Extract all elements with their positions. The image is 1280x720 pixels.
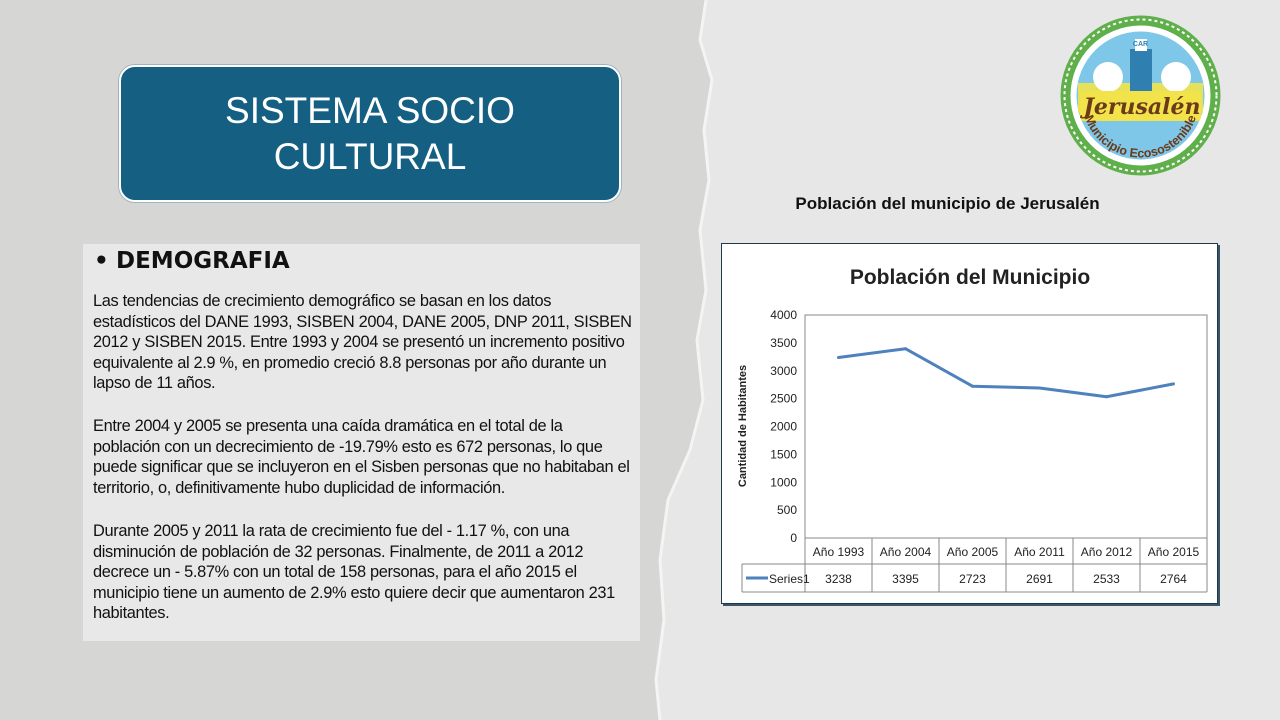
paragraph-2: Entre 2004 y 2005 se presenta una caída … bbox=[93, 417, 630, 497]
data-table-value: 2533 bbox=[1093, 572, 1120, 586]
data-point bbox=[971, 384, 974, 388]
y-tick-label: 2000 bbox=[770, 420, 797, 434]
chart-title: Población del Municipio bbox=[850, 266, 1090, 289]
bullet-marker: • bbox=[94, 248, 109, 274]
data-point bbox=[1038, 386, 1041, 390]
plot-area bbox=[804, 314, 1208, 539]
paragraph-1: Las tendencias de crecimiento demográfic… bbox=[93, 292, 632, 393]
title-line-1: SISTEMA SOCIO bbox=[225, 89, 515, 131]
logo-name: Jerusalén bbox=[1080, 94, 1201, 120]
municipality-logo: CAR Jerusalén Municipio Ecosostenible bbox=[1060, 15, 1221, 176]
slide-title-box: SISTEMA SOCIO CULTURAL bbox=[119, 65, 621, 202]
title-line-2: CULTURAL bbox=[273, 135, 467, 177]
y-axis-label: Cantidad de Habitantes bbox=[737, 365, 749, 487]
tree-icon-right bbox=[1161, 62, 1191, 92]
section-heading: • DEMOGRAFIA bbox=[94, 248, 290, 274]
y-tick-label: 500 bbox=[777, 503, 797, 517]
data-table-value: 3395 bbox=[892, 572, 919, 586]
data-point bbox=[904, 347, 907, 351]
y-tick-label: 1000 bbox=[770, 475, 797, 489]
data-table-value: 3238 bbox=[825, 572, 852, 586]
y-tick-label: 3500 bbox=[770, 336, 797, 350]
data-point bbox=[837, 355, 840, 359]
paragraph-3: Durante 2005 y 2011 la rata de crecimien… bbox=[93, 522, 615, 623]
x-category-label: Año 2004 bbox=[880, 545, 932, 559]
x-category-label: Año 1993 bbox=[813, 545, 865, 559]
heading-text: DEMOGRAFIA bbox=[116, 248, 290, 274]
series-line bbox=[838, 347, 1174, 399]
x-category-label: Año 2011 bbox=[1014, 545, 1065, 559]
tree-icon-left bbox=[1093, 62, 1123, 92]
y-tick-label: 3000 bbox=[770, 364, 797, 378]
slide-title: SISTEMA SOCIO CULTURAL bbox=[225, 88, 515, 180]
y-tick-label: 2500 bbox=[770, 392, 797, 406]
y-tick-label: 1500 bbox=[770, 447, 797, 461]
data-table-value: 2723 bbox=[959, 572, 986, 586]
y-tick-label: 0 bbox=[790, 531, 797, 545]
chart-canvas: Población del Municipio Cantidad de Habi… bbox=[737, 266, 1208, 593]
legend-series-name: Series1 bbox=[769, 572, 810, 586]
data-table-value: 2691 bbox=[1026, 572, 1053, 586]
demography-panel: • DEMOGRAFIA Las tendencias de crecimient… bbox=[83, 244, 640, 641]
data-point bbox=[1172, 382, 1175, 386]
x-category-label: Año 2005 bbox=[947, 545, 999, 559]
x-category-label: Año 2015 bbox=[1148, 545, 1200, 559]
church-icon bbox=[1130, 49, 1152, 97]
chart-caption: Población del municipio de Jerusalén bbox=[795, 194, 1100, 213]
x-category-label: Año 2012 bbox=[1081, 545, 1133, 559]
population-chart: Población del Municipio Cantidad de Habi… bbox=[721, 243, 1218, 604]
data-table-value: 2764 bbox=[1160, 572, 1187, 586]
y-tick-label: 4000 bbox=[770, 308, 797, 322]
data-point bbox=[1105, 395, 1108, 399]
logo-top-text: CAR bbox=[1133, 41, 1148, 48]
